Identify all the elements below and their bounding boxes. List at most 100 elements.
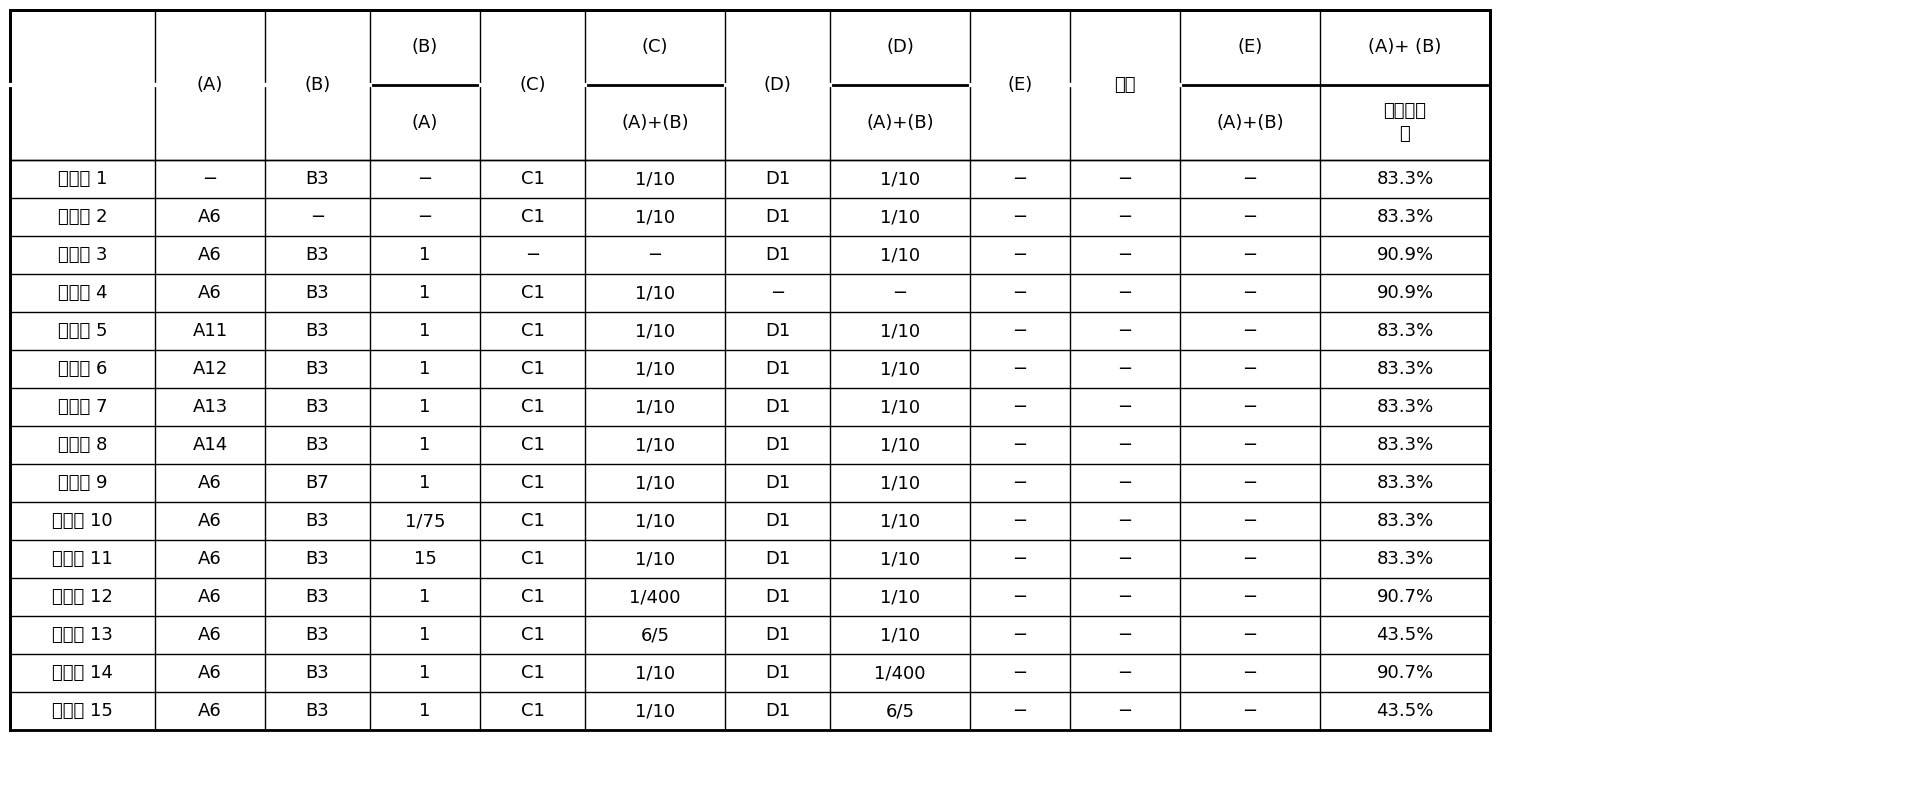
Text: (B): (B) — [304, 76, 331, 94]
Text: −: − — [1013, 474, 1028, 492]
Text: 粒径: 粒径 — [1115, 76, 1136, 94]
Text: (E): (E) — [1236, 39, 1263, 57]
Text: (D): (D) — [886, 39, 915, 57]
Text: 1/10: 1/10 — [880, 626, 921, 644]
Text: −: − — [1242, 474, 1258, 492]
Text: C1: C1 — [520, 512, 545, 530]
Text: −: − — [1117, 588, 1132, 606]
Text: −: − — [1117, 284, 1132, 302]
Text: C1: C1 — [520, 284, 545, 302]
Text: 1/10: 1/10 — [880, 436, 921, 454]
Text: D1: D1 — [765, 512, 790, 530]
Text: −: − — [1013, 284, 1028, 302]
Text: −: − — [770, 284, 786, 302]
Text: D1: D1 — [765, 702, 790, 720]
Text: 1/10: 1/10 — [880, 360, 921, 378]
Text: C1: C1 — [520, 208, 545, 226]
Text: 1/10: 1/10 — [636, 474, 674, 492]
Text: D1: D1 — [765, 436, 790, 454]
Text: B3: B3 — [306, 322, 329, 340]
Text: −: − — [1013, 588, 1028, 606]
Text: (A): (A) — [196, 76, 223, 94]
Text: D1: D1 — [765, 588, 790, 606]
Text: C1: C1 — [520, 550, 545, 568]
Text: 比较例 6: 比较例 6 — [58, 360, 108, 378]
Text: 15: 15 — [414, 550, 437, 568]
Text: −: − — [202, 170, 218, 188]
Text: C1: C1 — [520, 588, 545, 606]
Text: 1/10: 1/10 — [880, 246, 921, 264]
Text: 1/10: 1/10 — [636, 284, 674, 302]
Text: 83.3%: 83.3% — [1377, 398, 1433, 416]
Text: 比较例 14: 比较例 14 — [52, 664, 114, 682]
Text: D1: D1 — [765, 360, 790, 378]
Text: 1: 1 — [420, 474, 431, 492]
Text: −: − — [1117, 360, 1132, 378]
Text: (B): (B) — [412, 39, 437, 57]
Text: 1: 1 — [420, 398, 431, 416]
Text: C1: C1 — [520, 322, 545, 340]
Text: 1/10: 1/10 — [880, 588, 921, 606]
Text: 1/75: 1/75 — [404, 512, 445, 530]
Text: B3: B3 — [306, 550, 329, 568]
Text: 90.9%: 90.9% — [1377, 284, 1433, 302]
Text: B3: B3 — [306, 588, 329, 606]
Text: 比较例 13: 比较例 13 — [52, 626, 114, 644]
Text: (A): (A) — [412, 113, 439, 131]
Text: −: − — [1117, 474, 1132, 492]
Text: 1/400: 1/400 — [630, 588, 680, 606]
Text: A6: A6 — [198, 550, 221, 568]
Text: −: − — [1117, 664, 1132, 682]
Text: −: − — [1117, 170, 1132, 188]
Text: 1/10: 1/10 — [636, 170, 674, 188]
Text: −: − — [1013, 322, 1028, 340]
Text: 6/5: 6/5 — [886, 702, 915, 720]
Text: 总固体成
分: 总固体成 分 — [1383, 102, 1427, 143]
Text: −: − — [310, 208, 325, 226]
Bar — [10, 10, 1491, 730]
Text: D1: D1 — [765, 474, 790, 492]
Text: −: − — [1013, 246, 1028, 264]
Text: −: − — [1242, 208, 1258, 226]
Text: (C): (C) — [520, 76, 545, 94]
Text: 比较例 2: 比较例 2 — [58, 208, 108, 226]
Text: 83.3%: 83.3% — [1377, 360, 1433, 378]
Text: A6: A6 — [198, 702, 221, 720]
Text: C1: C1 — [520, 360, 545, 378]
Text: −: − — [1242, 322, 1258, 340]
Text: (A)+ (B): (A)+ (B) — [1367, 39, 1443, 57]
Text: C1: C1 — [520, 626, 545, 644]
Text: −: − — [1242, 664, 1258, 682]
Text: 6/5: 6/5 — [641, 626, 670, 644]
Text: 比较例 12: 比较例 12 — [52, 588, 114, 606]
Text: A6: A6 — [198, 626, 221, 644]
Text: 90.9%: 90.9% — [1377, 246, 1433, 264]
Text: −: − — [1013, 208, 1028, 226]
Text: (C): (C) — [641, 39, 668, 57]
Text: C1: C1 — [520, 702, 545, 720]
Text: D1: D1 — [765, 398, 790, 416]
Text: 比较例 15: 比较例 15 — [52, 702, 114, 720]
Text: D1: D1 — [765, 664, 790, 682]
Text: −: − — [1117, 322, 1132, 340]
Text: B3: B3 — [306, 360, 329, 378]
Text: 1/10: 1/10 — [636, 702, 674, 720]
Text: 比较例 1: 比较例 1 — [58, 170, 108, 188]
Text: 比较例 8: 比较例 8 — [58, 436, 108, 454]
Text: 1: 1 — [420, 246, 431, 264]
Text: −: − — [1013, 702, 1028, 720]
Text: 1/10: 1/10 — [636, 664, 674, 682]
Text: 1/10: 1/10 — [880, 208, 921, 226]
Text: −: − — [1242, 702, 1258, 720]
Text: 83.3%: 83.3% — [1377, 322, 1433, 340]
Text: B3: B3 — [306, 664, 329, 682]
Text: 1/10: 1/10 — [636, 322, 674, 340]
Text: −: − — [1013, 360, 1028, 378]
Text: 83.3%: 83.3% — [1377, 208, 1433, 226]
Text: 1: 1 — [420, 284, 431, 302]
Text: −: − — [1013, 398, 1028, 416]
Text: B3: B3 — [306, 512, 329, 530]
Text: A11: A11 — [193, 322, 227, 340]
Text: −: − — [1013, 436, 1028, 454]
Text: −: − — [1013, 170, 1028, 188]
